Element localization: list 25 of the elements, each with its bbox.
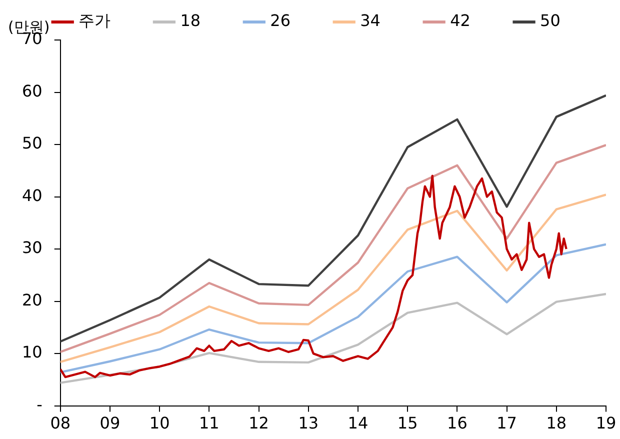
legend-label: 18 (180, 11, 236, 30)
x-tick-label: 12 (248, 414, 269, 433)
x-tick-label: 19 (596, 414, 616, 433)
y-tick-label: - (36, 394, 42, 414)
legend-label: 26 (270, 11, 326, 30)
y-tick-label: 30 (22, 238, 42, 258)
x-tick-label: 18 (546, 414, 567, 433)
legend-label: 34 (360, 11, 416, 30)
y-tick-label: 60 (22, 81, 42, 100)
x-tick-label: 13 (298, 414, 319, 433)
x-tick-label: 16 (447, 414, 468, 433)
y-tick-label: 20 (22, 290, 42, 310)
x-tick-label: 14 (348, 414, 368, 433)
x-tick-label: 10 (149, 414, 170, 433)
y-tick-label: 40 (22, 186, 42, 205)
y-tick-label: 50 (22, 134, 42, 153)
x-tick-label: 11 (198, 414, 220, 433)
legend-label: 42 (450, 11, 506, 30)
legend-label: 50 (540, 11, 596, 30)
legend-label: 주가 (78, 11, 146, 30)
y-tick-label: 10 (22, 342, 42, 362)
x-tick-label: 15 (397, 414, 418, 433)
x-tick-label: 17 (496, 414, 517, 433)
x-tick-label: 08 (50, 414, 71, 433)
x-tick-label: 09 (100, 414, 120, 433)
